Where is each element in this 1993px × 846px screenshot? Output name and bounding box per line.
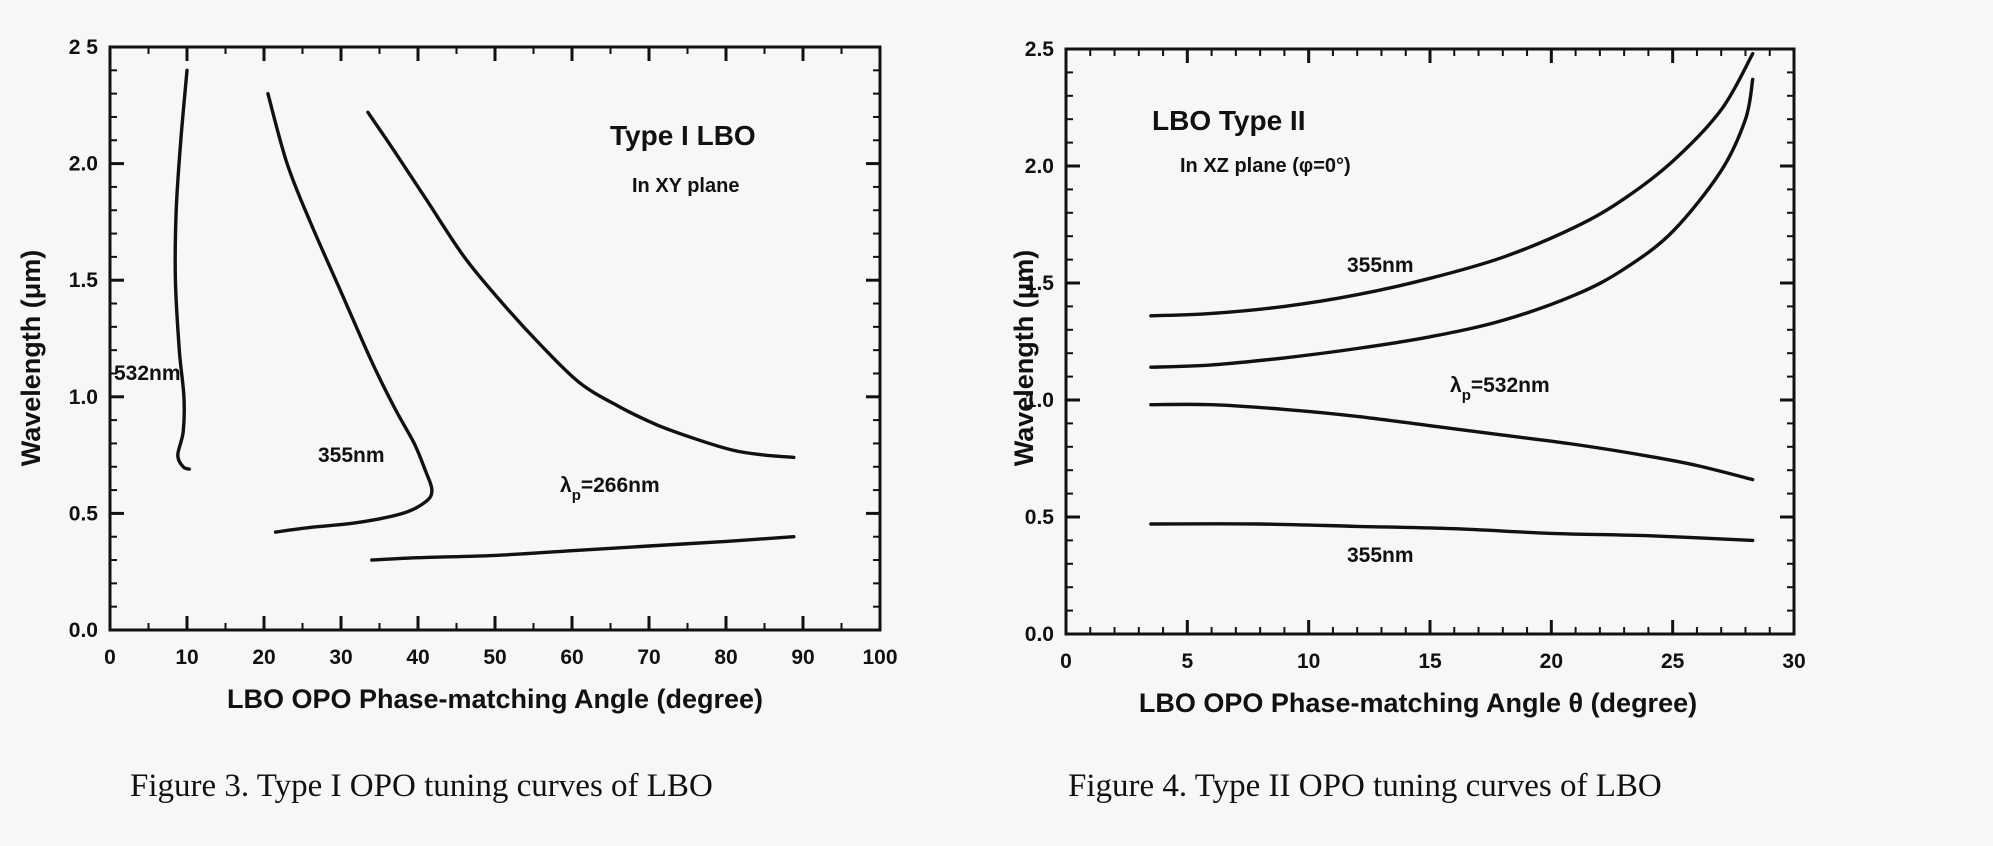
plot-frame — [1064, 47, 1796, 636]
y-tick-label: 2.0 — [1025, 155, 1054, 178]
y-tick-label: 0.0 — [1025, 623, 1054, 646]
tick-marks — [108, 45, 882, 632]
x-tick-label: 40 — [406, 646, 429, 669]
y-tick-label: 1.5 — [69, 269, 99, 292]
y-tick-label: 2.5 — [1025, 38, 1055, 61]
figure-3-caption: Figure 3. Type I OPO tuning curves of LB… — [130, 768, 713, 804]
x-axis-title: LBO OPO Phase-matching Angle (degree) — [227, 684, 763, 714]
x-axis-title: LBO OPO Phase-matching Angle θ (degree) — [1139, 688, 1697, 718]
x-tick-label: 25 — [1661, 650, 1685, 673]
tuning-curve-1 — [1149, 52, 1755, 318]
tuning-curve-3 — [1149, 402, 1755, 482]
x-tick-label: 10 — [1297, 650, 1320, 673]
y-axis-title: Wavelength (μm) — [1009, 250, 1039, 467]
lambda-subscript: p — [1462, 387, 1471, 404]
label-532nm-value: =532nm — [1471, 374, 1550, 397]
tuning-curve-1 — [173, 68, 191, 471]
lambda-symbol: λ — [1450, 374, 1462, 397]
label-532nm: 532nm — [114, 362, 181, 385]
chart-title-annotation: Type I LBO — [610, 120, 756, 151]
x-tick-label: 20 — [1540, 650, 1563, 673]
x-tick-label: 5 — [1181, 650, 1193, 673]
lambda-subscript: p — [572, 487, 581, 504]
tuning-curves — [1149, 52, 1755, 543]
label-355nm: 355nm — [318, 444, 385, 467]
y-tick-label: 0.5 — [1025, 506, 1055, 529]
tick-labels: 0 5 10 15 20 25 30 0.0 0.5 1.0 1.5 2.0 2.5 — [1025, 38, 1806, 673]
tuning-curve-2 — [1149, 77, 1755, 369]
y-tick-label: 0.5 — [69, 502, 99, 525]
figure-4-caption: Figure 4. Type II OPO tuning curves of L… — [1068, 768, 1662, 804]
x-tick-label: 30 — [1782, 650, 1805, 673]
x-tick-label: 90 — [791, 646, 814, 669]
y-tick-label: 1.5 — [1025, 272, 1055, 295]
x-tick-label: 50 — [483, 646, 506, 669]
lambda-symbol: λ — [560, 474, 572, 497]
x-tick-label: 20 — [252, 646, 275, 669]
y-tick-label: 2 5 — [69, 36, 99, 59]
x-tick-label: 15 — [1418, 650, 1442, 673]
x-tick-label: 80 — [714, 646, 737, 669]
plane-annotation: In XZ plane (φ=0°) — [1180, 155, 1351, 177]
label-532nm: λp=532nm — [1450, 374, 1550, 404]
y-tick-label: 1.0 — [69, 386, 98, 409]
label-266nm-value: =266nm — [581, 474, 660, 497]
label-355nm-top: 355nm — [1347, 254, 1414, 277]
x-tick-label: 10 — [175, 646, 198, 669]
x-tick-label: 30 — [329, 646, 352, 669]
x-tick-label: 0 — [104, 646, 116, 669]
chart-type-ii-lbo: 0 5 10 15 20 25 30 0.0 0.5 1.0 1.5 2.0 2.5 LBO OPO Ph… — [1009, 38, 1806, 718]
y-tick-label: 2.0 — [69, 153, 98, 176]
label-266nm: λp=266nm — [560, 474, 660, 504]
tick-marks — [1064, 47, 1796, 636]
x-tick-label: 70 — [637, 646, 660, 669]
chart-title-annotation: LBO Type II — [1152, 105, 1306, 136]
chart-type-i-lbo: 0 10 20 30 40 50 60 70 80 90 100 0.0 0.5 1.0 1.5 2.0 2 5… — [16, 36, 898, 714]
y-tick-label: 1.0 — [1025, 389, 1054, 412]
x-tick-label: 100 — [862, 646, 897, 669]
tick-labels: 0 10 20 30 40 50 60 70 80 90 100 0.0 0.5 1.0 1.5 2.0 2 5 — [69, 36, 898, 669]
y-tick-label: 0.0 — [69, 619, 98, 642]
tuning-curve-4 — [1149, 522, 1755, 543]
label-355nm-bottom: 355nm — [1347, 544, 1414, 567]
tuning-curve-2 — [266, 91, 434, 534]
plot-frame — [108, 45, 882, 632]
tuning-curve-3 — [366, 110, 796, 460]
plane-annotation: In XY plane — [632, 175, 739, 197]
tuning-curves — [173, 68, 796, 562]
x-tick-label: 60 — [560, 646, 583, 669]
y-axis-title: Wavelength (μm) — [16, 250, 46, 467]
x-tick-label: 0 — [1060, 650, 1072, 673]
tuning-curve-4 — [370, 535, 796, 562]
